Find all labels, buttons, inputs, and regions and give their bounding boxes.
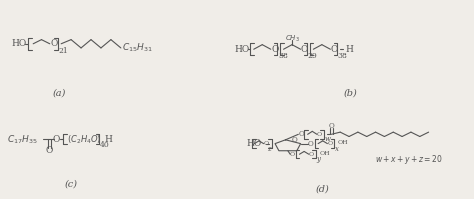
Text: z: z <box>267 145 271 153</box>
Text: (a): (a) <box>53 89 66 98</box>
Text: O: O <box>290 152 295 157</box>
Text: O: O <box>301 45 308 54</box>
Text: OH: OH <box>338 140 348 145</box>
Text: O: O <box>271 45 279 54</box>
Text: (d): (d) <box>316 184 329 194</box>
Text: HO: HO <box>246 139 262 148</box>
Text: x: x <box>335 145 338 153</box>
Text: H: H <box>346 45 353 54</box>
Text: 29: 29 <box>308 52 318 60</box>
Text: 21: 21 <box>58 47 68 55</box>
Text: O: O <box>46 146 53 155</box>
Text: $\mathit{C}_{17}\mathit{H}_{35}$: $\mathit{C}_{17}\mathit{H}_{35}$ <box>7 133 38 145</box>
Text: $\mathit{CH}_3$: $\mathit{CH}_3$ <box>285 34 300 44</box>
Text: y: y <box>316 155 320 163</box>
Text: O: O <box>264 141 269 146</box>
Text: w: w <box>324 136 330 143</box>
Text: O: O <box>328 122 334 130</box>
Text: O: O <box>317 132 322 137</box>
Text: $(\mathit{C}_2\mathit{H}_4\mathit{O})$: $(\mathit{C}_2\mathit{H}_4\mathit{O})$ <box>67 133 101 145</box>
Text: $w+x+y+z=20$: $w+x+y+z=20$ <box>375 153 443 166</box>
Text: $\mathit{C}_{15}\mathit{H}_{31}$: $\mathit{C}_{15}\mathit{H}_{31}$ <box>122 42 153 54</box>
Text: 38: 38 <box>337 52 347 60</box>
Text: OH: OH <box>319 151 330 156</box>
Text: (b): (b) <box>344 89 358 98</box>
Text: (c): (c) <box>64 179 78 189</box>
Text: O: O <box>292 137 297 144</box>
Text: O: O <box>331 45 338 54</box>
Text: O: O <box>298 130 304 138</box>
Text: O: O <box>309 152 314 157</box>
Text: O: O <box>53 135 60 144</box>
Text: O: O <box>308 140 313 148</box>
Text: 38: 38 <box>278 52 288 60</box>
Text: 40: 40 <box>100 141 109 149</box>
Text: HO: HO <box>234 45 249 54</box>
Text: O: O <box>50 39 57 48</box>
Text: O: O <box>327 141 332 146</box>
Text: H: H <box>105 135 113 144</box>
Text: HO: HO <box>12 39 27 48</box>
